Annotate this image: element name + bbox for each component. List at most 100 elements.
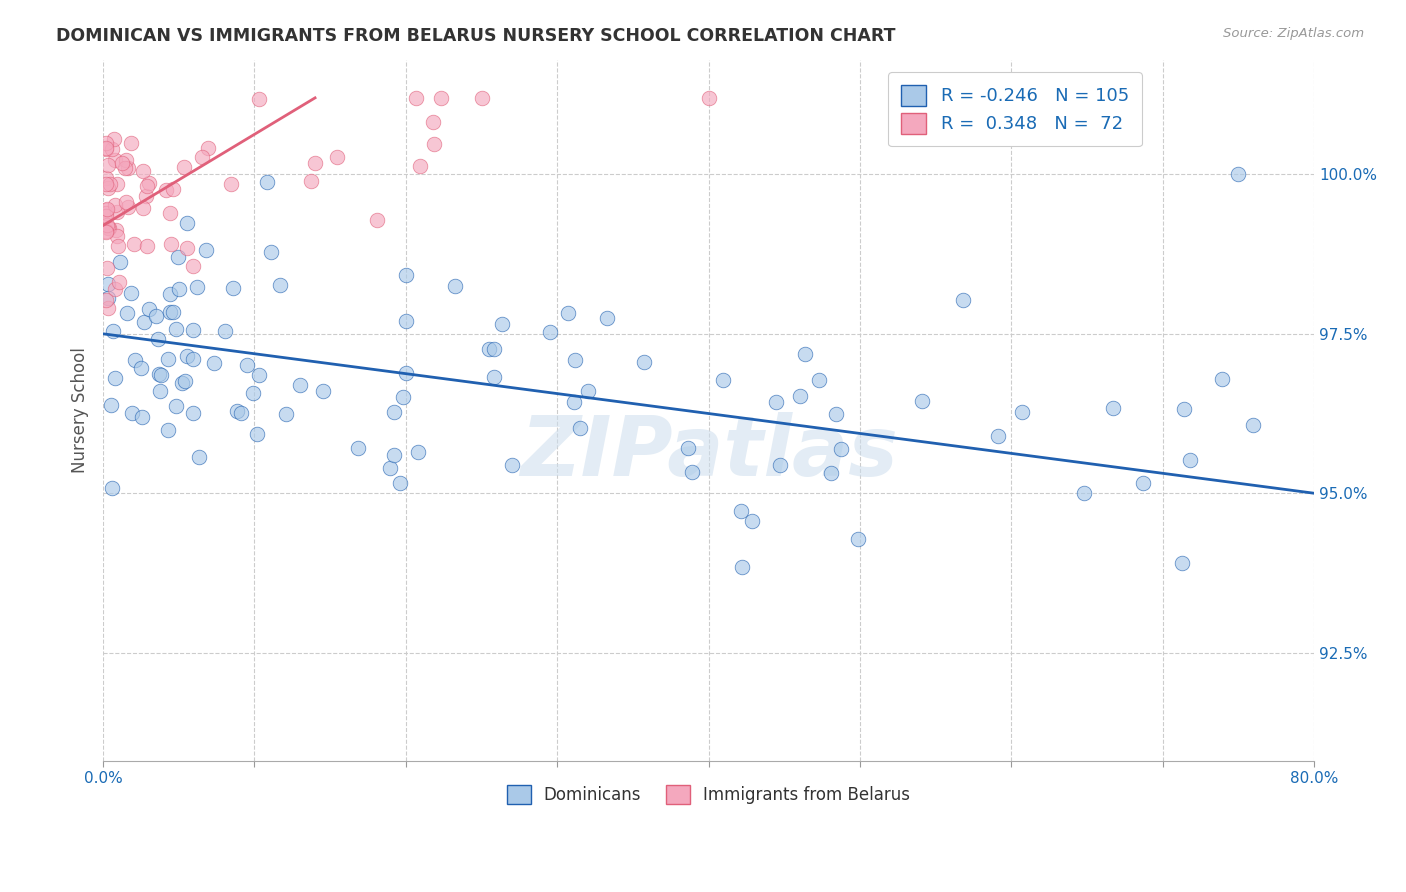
Point (186, 280, 208, 294)
Point (807, 373, 830, 387)
Point (97, 158, 120, 172)
Point (388, 475, 411, 490)
Point (134, 315, 156, 329)
Point (1132, 475, 1154, 490)
Point (169, 282, 191, 296)
Point (104, 281, 127, 295)
Point (96, 202, 118, 217)
Point (557, 306, 579, 320)
Point (681, 465, 703, 479)
Point (378, 461, 401, 475)
Point (96, 170, 118, 185)
Point (395, 367, 418, 381)
Point (181, 352, 204, 367)
Point (120, 136, 142, 150)
Point (325, 150, 347, 164)
Point (104, 153, 127, 168)
Point (391, 390, 413, 404)
Point (478, 342, 501, 356)
Point (395, 314, 418, 328)
Point (256, 175, 278, 189)
Point (576, 384, 599, 399)
Text: DOMINICAN VS IMMIGRANTS FROM BELARUS NURSERY SCHOOL CORRELATION CHART: DOMINICAN VS IMMIGRANTS FROM BELARUS NUR… (56, 27, 896, 45)
Point (162, 305, 184, 319)
Point (96, 209, 118, 223)
Point (100, 142, 122, 156)
Legend: Dominicans, Immigrants from Belarus: Dominicans, Immigrants from Belarus (495, 773, 922, 816)
Point (564, 353, 586, 368)
Point (793, 346, 815, 360)
Point (482, 369, 505, 384)
Point (176, 216, 198, 230)
Point (157, 423, 180, 437)
Point (430, 91, 453, 105)
Point (569, 421, 592, 435)
Point (214, 324, 236, 338)
Point (422, 115, 444, 129)
Text: Source: ZipAtlas.com: Source: ZipAtlas.com (1223, 27, 1364, 40)
Point (105, 204, 128, 219)
Point (731, 560, 754, 574)
Point (247, 368, 270, 382)
Point (129, 361, 152, 376)
Point (159, 206, 181, 220)
Point (181, 260, 204, 274)
Point (299, 174, 322, 188)
Point (138, 302, 160, 317)
Point (97, 181, 120, 195)
Point (96, 141, 118, 155)
Point (366, 212, 388, 227)
Point (769, 458, 792, 473)
Point (155, 183, 177, 197)
Point (730, 504, 752, 518)
Point (104, 197, 127, 211)
Point (911, 394, 934, 409)
Point (395, 268, 418, 282)
Point (105, 177, 128, 191)
Point (150, 368, 173, 383)
Point (136, 178, 159, 193)
Point (165, 322, 187, 336)
Point (160, 237, 183, 252)
Point (1241, 417, 1264, 432)
Point (166, 250, 188, 264)
Point (100, 177, 122, 191)
Point (148, 367, 170, 381)
Point (159, 287, 181, 301)
Point (242, 385, 264, 400)
Point (96, 206, 118, 220)
Point (115, 194, 138, 209)
Point (633, 355, 655, 369)
Point (222, 280, 245, 294)
Point (105, 228, 128, 243)
Point (110, 255, 132, 269)
Point (156, 352, 179, 367)
Point (304, 156, 326, 170)
Point (596, 310, 619, 325)
Point (197, 141, 219, 155)
Point (96, 224, 118, 238)
Point (96, 261, 118, 276)
Point (405, 91, 427, 105)
Text: ZIPatlas: ZIPatlas (520, 412, 897, 493)
Point (846, 533, 869, 547)
Point (97, 277, 120, 291)
Point (173, 374, 195, 388)
Point (162, 182, 184, 196)
Point (115, 306, 138, 320)
Point (1102, 401, 1125, 415)
Point (491, 317, 513, 331)
Point (121, 406, 143, 420)
Point (117, 161, 139, 175)
Point (1180, 452, 1202, 467)
Point (165, 399, 187, 413)
Y-axis label: Nursery School: Nursery School (72, 347, 89, 474)
Point (482, 342, 505, 356)
Point (108, 275, 131, 289)
Point (406, 445, 429, 459)
Point (114, 153, 136, 167)
Point (562, 394, 585, 409)
Point (117, 200, 139, 214)
Point (135, 189, 157, 203)
Point (741, 514, 763, 528)
